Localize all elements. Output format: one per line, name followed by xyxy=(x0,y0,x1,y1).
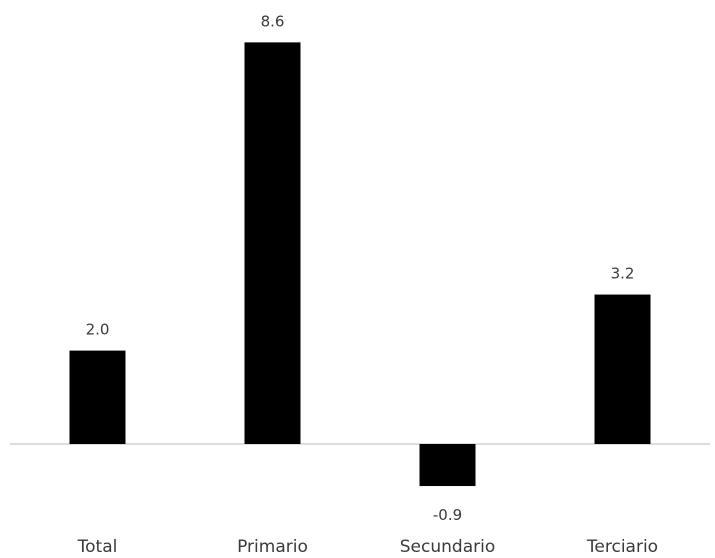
data-label-primario: 8.6 xyxy=(261,12,285,30)
category-label-secundario: Secundario xyxy=(400,537,495,557)
data-label-total: 2.0 xyxy=(86,321,110,339)
bar-secundario xyxy=(419,444,476,487)
category-label-terciario: Terciario xyxy=(586,537,658,557)
data-label-terciario: 3.2 xyxy=(611,265,635,283)
data-label-secundario: -0.9 xyxy=(433,506,462,524)
category-label-total: Total xyxy=(77,537,118,557)
bar-total xyxy=(69,350,126,444)
bar-terciario xyxy=(594,294,651,444)
bar-primario xyxy=(244,42,301,444)
category-label-primario: Primario xyxy=(237,537,308,557)
